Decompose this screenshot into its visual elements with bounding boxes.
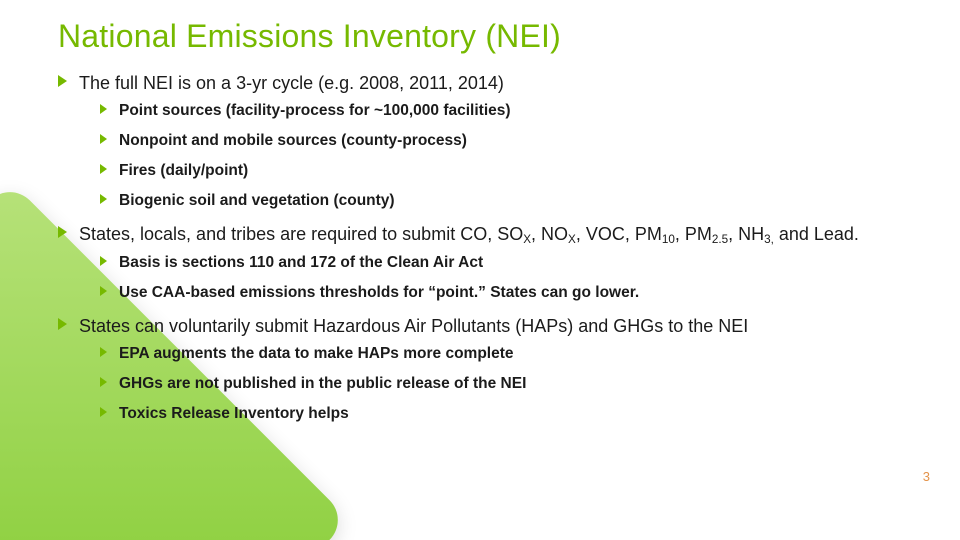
list-item: Nonpoint and mobile sources (county-proc… <box>100 132 916 150</box>
page-number: 3 <box>923 469 930 484</box>
item-text: Use CAA-based emissions thresholds for “… <box>119 284 639 301</box>
list-item: EPA augments the data to make HAPs more … <box>100 345 916 363</box>
list-item: Toxics Release Inventory helps <box>100 405 916 423</box>
item-text: Toxics Release Inventory helps <box>119 405 349 422</box>
bullet-icon <box>100 194 107 204</box>
list-item: States can voluntarily submit Hazardous … <box>58 316 916 423</box>
bullet-icon <box>100 134 107 144</box>
item-text: The full NEI is on a 3-yr cycle (e.g. 20… <box>79 73 504 93</box>
item-text: EPA augments the data to make HAPs more … <box>119 345 514 362</box>
bullet-icon <box>100 347 107 357</box>
list-item: States, locals, and tribes are required … <box>58 224 916 302</box>
item-text: States, locals, and tribes are required … <box>79 224 859 244</box>
bullet-icon <box>58 226 67 238</box>
list-item: Use CAA-based emissions thresholds for “… <box>100 284 916 302</box>
bullet-icon <box>100 164 107 174</box>
list-item: Fires (daily/point) <box>100 162 916 180</box>
list-item: Basis is sections 110 and 172 of the Cle… <box>100 254 916 272</box>
item-text: Fires (daily/point) <box>119 162 248 179</box>
item-text: States can voluntarily submit Hazardous … <box>79 316 748 336</box>
item-text: GHGs are not published in the public rel… <box>119 375 526 392</box>
slide-title: National Emissions Inventory (NEI) <box>58 18 916 55</box>
bullet-icon <box>58 75 67 87</box>
list-item: Biogenic soil and vegetation (county) <box>100 192 916 210</box>
bullet-icon <box>100 104 107 114</box>
bullet-icon <box>100 377 107 387</box>
item-text: Nonpoint and mobile sources (county-proc… <box>119 132 467 149</box>
bullet-icon <box>58 318 67 330</box>
item-text: Biogenic soil and vegetation (county) <box>119 192 395 209</box>
item-text: Basis is sections 110 and 172 of the Cle… <box>119 254 483 271</box>
list-item: The full NEI is on a 3-yr cycle (e.g. 20… <box>58 73 916 210</box>
bullet-list: The full NEI is on a 3-yr cycle (e.g. 20… <box>58 73 916 423</box>
slide-content: National Emissions Inventory (NEI) The f… <box>0 0 960 423</box>
bullet-icon <box>100 407 107 417</box>
list-item: Point sources (facility-process for ~100… <box>100 102 916 120</box>
bullet-icon <box>100 256 107 266</box>
sub-list: Basis is sections 110 and 172 of the Cle… <box>100 254 916 302</box>
list-item: GHGs are not published in the public rel… <box>100 375 916 393</box>
bullet-icon <box>100 286 107 296</box>
sub-list: EPA augments the data to make HAPs more … <box>100 345 916 423</box>
item-text: Point sources (facility-process for ~100… <box>119 102 511 119</box>
sub-list: Point sources (facility-process for ~100… <box>100 102 916 210</box>
